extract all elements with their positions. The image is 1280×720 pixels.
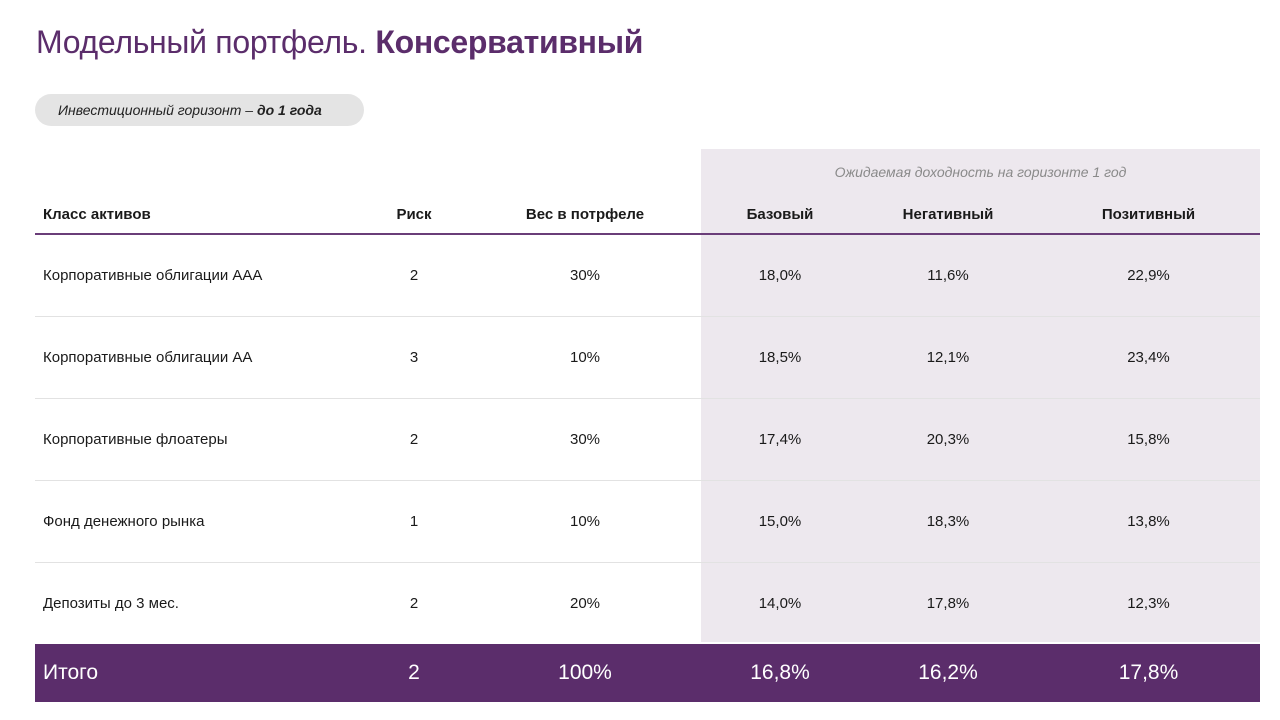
table-cell: 15,8% — [1127, 431, 1170, 448]
col-asset-class: Класс активов — [43, 205, 151, 223]
table-cell: 12,3% — [1127, 595, 1170, 612]
table-cell: 11,6% — [927, 267, 969, 284]
table-cell: 2 — [409, 267, 419, 284]
table-cell: 2 — [409, 431, 419, 448]
total-row: Итого 2 100% 16,8% 16,2% 17,8% — [35, 644, 1260, 702]
table-cell: Корпоративные облигации АА — [43, 349, 253, 366]
table-cell: 10% — [569, 349, 601, 366]
col-weight: Вес в потрфеле — [525, 205, 645, 223]
col-base: Базовый — [746, 205, 814, 223]
table-cell: 13,8% — [1127, 513, 1170, 530]
super-header: Ожидаемая доходность на горизонте 1 год — [834, 164, 1127, 180]
table-cell: Фонд денежного рынка — [43, 513, 205, 530]
table-cell: 20% — [569, 595, 601, 612]
table-cell: 10% — [569, 513, 601, 530]
table-row: Корпоративные флоатеры 2 30% 17,4% 20,3% 15,8… — [35, 399, 1260, 481]
col-negative: Негативный — [902, 205, 994, 223]
col-risk: Риск — [396, 205, 432, 223]
table-row: Фонд денежного рынка 1 10% 15,0% 18,3% 13,8% — [35, 481, 1260, 563]
table-cell: 15,0% — [758, 513, 802, 530]
table-cell: 17,8% — [926, 595, 970, 612]
table-cell: 22,9% — [1127, 267, 1170, 284]
col-positive: Позитивный — [1101, 205, 1196, 223]
table-cell: Корпоративные облигации ААА — [43, 267, 263, 284]
table-cell: 3 — [409, 349, 419, 366]
horizon-badge: Инвестиционный горизонт – до 1 года — [35, 94, 364, 126]
table-cell: 1 — [409, 513, 419, 530]
table-cell: 18,0% — [758, 267, 802, 284]
table-cell: 2 — [409, 595, 419, 612]
table-cell: Корпоративные флоатеры — [43, 431, 228, 448]
table-header: Класс активов Риск Вес в потрфеле Базовы… — [35, 195, 1260, 235]
table-cell: 30% — [569, 267, 601, 284]
table-cell: 18,5% — [758, 349, 802, 366]
page-title: Модельный портфель. Консервативный — [36, 24, 644, 60]
table-cell: 30% — [569, 431, 601, 448]
portfolio-table: Ожидаемая доходность на горизонте 1 год … — [35, 149, 1260, 702]
table-cell: 23,4% — [1127, 349, 1170, 366]
table-cell: 14,0% — [758, 595, 802, 612]
table-cell: 20,3% — [926, 431, 970, 448]
table-cell: 17,4% — [758, 431, 802, 448]
table-cell: 12,1% — [926, 349, 970, 366]
table-row: Депозиты до 3 мес. 2 20% 14,0% 17,8% 12,3% — [35, 563, 1260, 644]
table-cell: 18,3% — [926, 513, 970, 530]
expected-return-shade — [701, 149, 1260, 642]
table-row: Корпоративные облигации АА 3 10% 18,5% 12,1%… — [35, 317, 1260, 399]
table-cell: Депозиты до 3 мес. — [43, 595, 179, 612]
table-row: Корпоративные облигации ААА 2 30% 18,0% 11,6… — [35, 235, 1260, 317]
